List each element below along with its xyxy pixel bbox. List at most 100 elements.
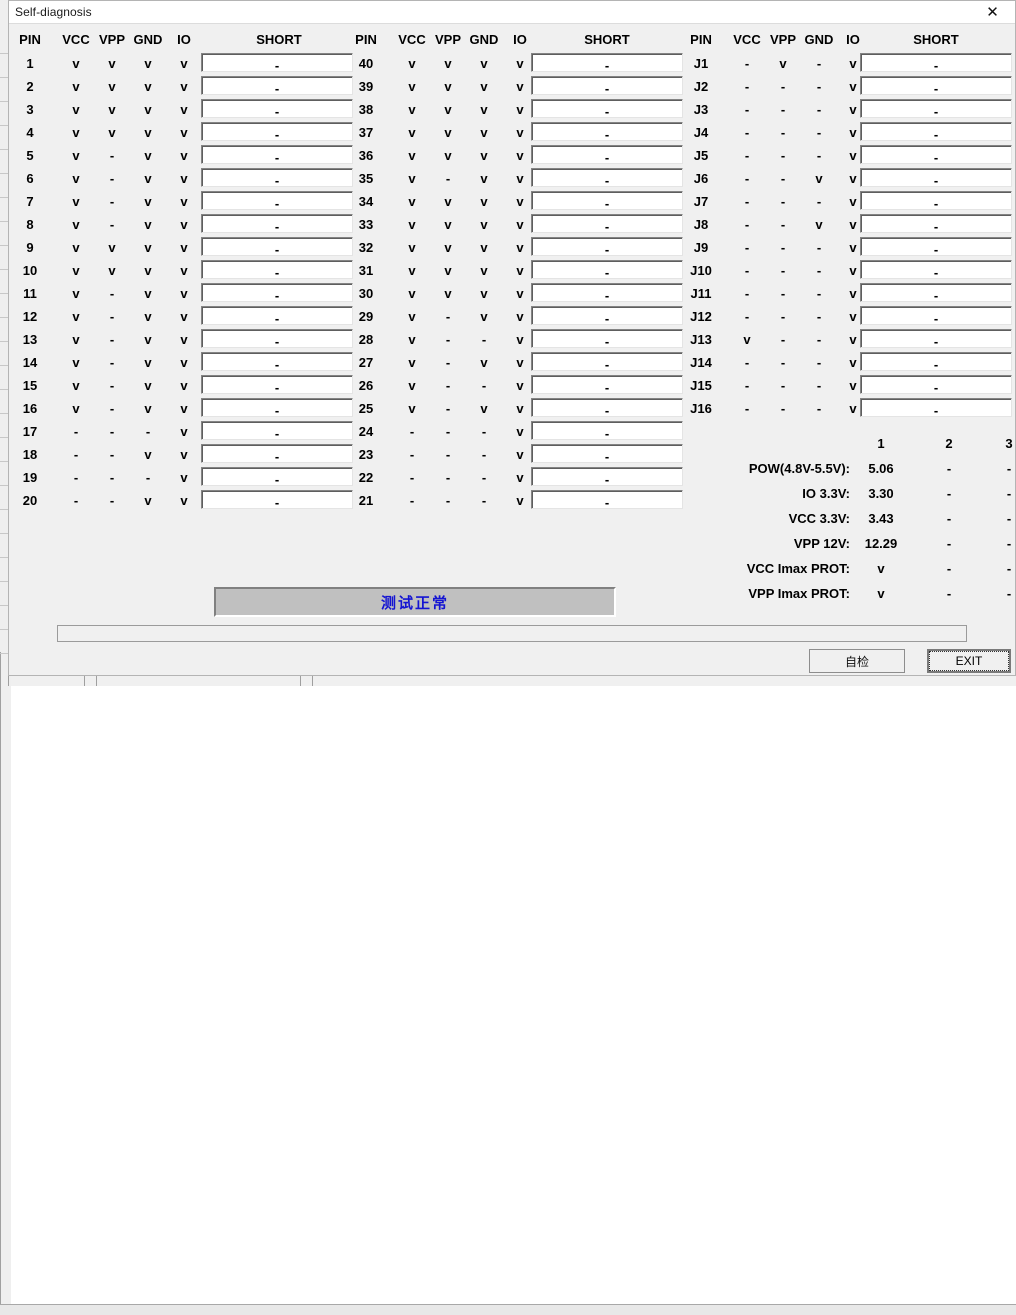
cell-vcc: v [408, 309, 416, 324]
short-input[interactable]: - [201, 53, 353, 73]
short-input[interactable]: - [201, 99, 353, 119]
short-input[interactable]: - [860, 214, 1012, 234]
short-input[interactable]: - [201, 444, 353, 464]
short-input[interactable]: - [531, 168, 683, 188]
cell-vpp: - [109, 148, 115, 163]
cell-gnd: - [145, 424, 151, 439]
cell-io: v [180, 125, 188, 140]
short-input[interactable]: - [201, 191, 353, 211]
header-vcc: VCC [398, 32, 426, 47]
short-input[interactable]: - [531, 53, 683, 73]
short-input[interactable]: - [201, 490, 353, 510]
short-input[interactable]: - [201, 168, 353, 188]
short-input[interactable]: - [201, 214, 353, 234]
measurement-value-2: - [946, 486, 952, 501]
short-input[interactable]: - [531, 352, 683, 372]
bg-row [0, 270, 8, 294]
short-input[interactable]: - [201, 375, 353, 395]
short-input[interactable]: - [531, 214, 683, 234]
cell-gnd: v [144, 332, 152, 347]
exit-button[interactable]: EXIT [927, 649, 1011, 673]
cell-pin: 10 [22, 263, 38, 278]
short-input[interactable]: - [201, 237, 353, 257]
cell-vpp: - [445, 470, 451, 485]
self-test-button[interactable]: 自检 [809, 649, 905, 673]
table-row: 31 v v v v - [341, 259, 683, 282]
short-input[interactable]: - [201, 421, 353, 441]
cell-vpp: v [444, 286, 452, 301]
cell-vcc: v [408, 355, 416, 370]
short-input[interactable]: - [860, 283, 1012, 303]
table-row: 26 v - - v - [341, 374, 683, 397]
cell-vpp: - [780, 217, 786, 232]
short-input[interactable]: - [531, 490, 683, 510]
short-input[interactable]: - [860, 352, 1012, 372]
short-input[interactable]: - [201, 329, 353, 349]
short-input[interactable]: - [531, 283, 683, 303]
measurement-label: VPP 12V: [793, 536, 850, 551]
cell-io: v [180, 401, 188, 416]
short-input[interactable]: - [531, 398, 683, 418]
cell-io: v [516, 493, 524, 508]
short-input[interactable]: - [860, 53, 1012, 73]
short-input[interactable]: - [860, 329, 1012, 349]
table-row: J1- v - v - [680, 52, 1016, 75]
short-input[interactable]: - [531, 76, 683, 96]
table-row: J14- - - v - [680, 351, 1016, 374]
short-input[interactable]: - [201, 398, 353, 418]
cell-pin: J9 [693, 240, 709, 255]
short-input[interactable]: - [201, 260, 353, 280]
short-input[interactable]: - [201, 467, 353, 487]
short-input[interactable]: - [201, 145, 353, 165]
short-input[interactable]: - [531, 145, 683, 165]
short-input[interactable]: - [201, 306, 353, 326]
short-input[interactable]: - [201, 352, 353, 372]
short-input[interactable]: - [860, 99, 1012, 119]
short-input[interactable]: - [531, 237, 683, 257]
short-input[interactable]: - [860, 191, 1012, 211]
short-input[interactable]: - [860, 122, 1012, 142]
short-input[interactable]: - [860, 168, 1012, 188]
close-icon[interactable]: ✕ [986, 4, 999, 21]
bg-row [0, 342, 8, 366]
short-input[interactable]: - [531, 99, 683, 119]
measurement-row: VCC Imax PROT: v - - [680, 556, 1016, 581]
short-input[interactable]: - [201, 283, 353, 303]
table-row: 39 v v v v - [341, 75, 683, 98]
table-row: J4- - - v - [680, 121, 1016, 144]
short-input[interactable]: - [531, 122, 683, 142]
short-input[interactable]: - [531, 375, 683, 395]
table-row: 35 v - v v - [341, 167, 683, 190]
cell-vcc: v [72, 171, 80, 186]
cell-io: v [849, 171, 857, 186]
cell-vcc: v [72, 332, 80, 347]
short-input[interactable]: - [860, 237, 1012, 257]
short-input[interactable]: - [860, 375, 1012, 395]
short-input[interactable]: - [860, 398, 1012, 418]
cell-vpp: - [445, 493, 451, 508]
short-input[interactable]: - [531, 191, 683, 211]
short-input[interactable]: - [201, 76, 353, 96]
short-input[interactable]: - [860, 145, 1012, 165]
short-input[interactable]: - [860, 260, 1012, 280]
cell-io: v [180, 286, 188, 301]
short-input[interactable]: - [531, 421, 683, 441]
cell-vcc: - [744, 148, 750, 163]
cell-pin: 12 [22, 309, 38, 324]
table-row: 32 v v v v - [341, 236, 683, 259]
background-window-left-rows [0, 30, 8, 670]
short-input[interactable]: - [531, 306, 683, 326]
short-input[interactable]: - [860, 306, 1012, 326]
short-input[interactable]: - [531, 467, 683, 487]
cell-gnd: - [816, 102, 822, 117]
short-input[interactable]: - [531, 444, 683, 464]
short-input[interactable]: - [201, 122, 353, 142]
short-input[interactable]: - [531, 260, 683, 280]
measurement-row: VCC 3.3V: 3.43 - - [680, 506, 1016, 531]
cell-pin: 40 [358, 56, 374, 71]
short-input[interactable]: - [860, 76, 1012, 96]
short-input[interactable]: - [531, 329, 683, 349]
